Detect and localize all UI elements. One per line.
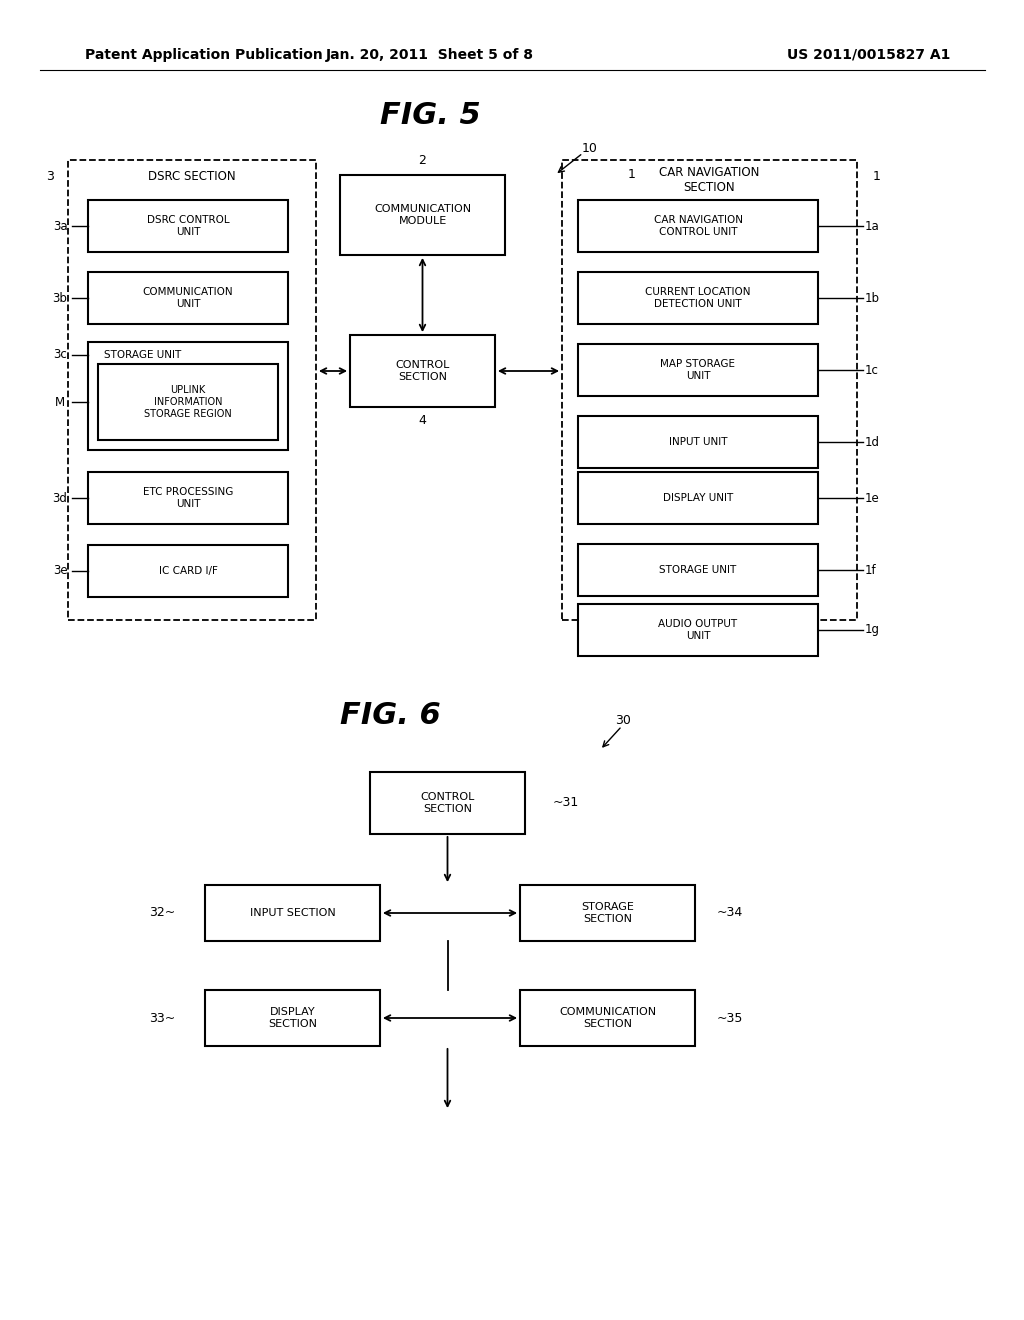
Text: 1b: 1b	[865, 292, 880, 305]
Text: 3a: 3a	[52, 219, 68, 232]
Text: CONTROL
SECTION: CONTROL SECTION	[395, 360, 450, 381]
Text: 3e: 3e	[52, 565, 68, 578]
Text: STORAGE
SECTION: STORAGE SECTION	[581, 902, 634, 924]
Text: 1: 1	[873, 169, 881, 182]
Bar	[68, 160, 316, 620]
Text: Jan. 20, 2011  Sheet 5 of 8: Jan. 20, 2011 Sheet 5 of 8	[326, 48, 534, 62]
Text: ~35: ~35	[717, 1011, 743, 1024]
Bar	[205, 990, 380, 1045]
Text: 1: 1	[628, 169, 636, 181]
Text: ETC PROCESSING
UNIT: ETC PROCESSING UNIT	[142, 487, 233, 508]
Text: 1f: 1f	[865, 564, 877, 577]
Text: DISPLAY
SECTION: DISPLAY SECTION	[268, 1007, 317, 1028]
Text: 3b: 3b	[52, 292, 68, 305]
Text: COMMUNICATION
SECTION: COMMUNICATION SECTION	[559, 1007, 656, 1028]
Bar	[578, 272, 818, 323]
Text: DSRC SECTION: DSRC SECTION	[148, 169, 236, 182]
Text: STORAGE UNIT: STORAGE UNIT	[104, 350, 181, 360]
Bar	[350, 335, 495, 407]
Text: DSRC CONTROL
UNIT: DSRC CONTROL UNIT	[146, 215, 229, 236]
Bar	[578, 201, 818, 252]
Text: DISPLAY UNIT: DISPLAY UNIT	[663, 492, 733, 503]
Bar	[578, 605, 818, 656]
Text: COMMUNICATION
MODULE: COMMUNICATION MODULE	[374, 205, 471, 226]
Text: 2: 2	[419, 154, 426, 168]
Bar	[578, 473, 818, 524]
Bar	[520, 990, 695, 1045]
Text: 33~: 33~	[148, 1011, 175, 1024]
Text: CAR NAVIGATION
SECTION: CAR NAVIGATION SECTION	[659, 166, 760, 194]
Bar	[88, 201, 288, 252]
Text: Patent Application Publication: Patent Application Publication	[85, 48, 323, 62]
Bar	[205, 884, 380, 941]
Text: M: M	[55, 396, 66, 408]
Text: 32~: 32~	[148, 907, 175, 920]
Text: 10: 10	[582, 141, 598, 154]
Text: US 2011/0015827 A1: US 2011/0015827 A1	[786, 48, 950, 62]
Text: FIG. 5: FIG. 5	[380, 100, 480, 129]
Text: 30: 30	[615, 714, 631, 726]
Text: 4: 4	[419, 414, 426, 428]
Text: STORAGE UNIT: STORAGE UNIT	[659, 565, 736, 576]
Text: INPUT UNIT: INPUT UNIT	[669, 437, 727, 447]
Bar	[340, 176, 505, 255]
Bar	[562, 160, 857, 620]
Text: INPUT SECTION: INPUT SECTION	[250, 908, 336, 917]
Text: 1a: 1a	[865, 219, 880, 232]
Text: ~34: ~34	[717, 907, 743, 920]
Bar	[370, 772, 525, 834]
Bar	[88, 545, 288, 597]
Text: FIG. 6: FIG. 6	[340, 701, 440, 730]
Text: 1d: 1d	[865, 436, 880, 449]
Bar	[578, 416, 818, 469]
Text: 1c: 1c	[865, 363, 879, 376]
Bar	[98, 364, 278, 440]
Text: CAR NAVIGATION
CONTROL UNIT: CAR NAVIGATION CONTROL UNIT	[653, 215, 742, 236]
Text: ~31: ~31	[553, 796, 580, 809]
Text: 1g: 1g	[865, 623, 880, 636]
Text: CONTROL
SECTION: CONTROL SECTION	[420, 792, 475, 814]
Bar	[578, 544, 818, 597]
Bar	[578, 345, 818, 396]
Bar	[88, 473, 288, 524]
Text: 1e: 1e	[865, 491, 880, 504]
Text: 3d: 3d	[52, 491, 68, 504]
Text: IC CARD I/F: IC CARD I/F	[159, 566, 217, 576]
Text: CURRENT LOCATION
DETECTION UNIT: CURRENT LOCATION DETECTION UNIT	[645, 288, 751, 309]
Text: UPLINK
INFORMATION
STORAGE REGION: UPLINK INFORMATION STORAGE REGION	[144, 385, 231, 418]
Text: 3c: 3c	[53, 348, 67, 362]
Text: COMMUNICATION
UNIT: COMMUNICATION UNIT	[142, 288, 233, 309]
Text: AUDIO OUTPUT
UNIT: AUDIO OUTPUT UNIT	[658, 619, 737, 640]
Bar	[88, 342, 288, 450]
Text: 3: 3	[46, 169, 54, 182]
Bar	[88, 272, 288, 323]
Bar	[520, 884, 695, 941]
Text: MAP STORAGE
UNIT: MAP STORAGE UNIT	[660, 359, 735, 380]
